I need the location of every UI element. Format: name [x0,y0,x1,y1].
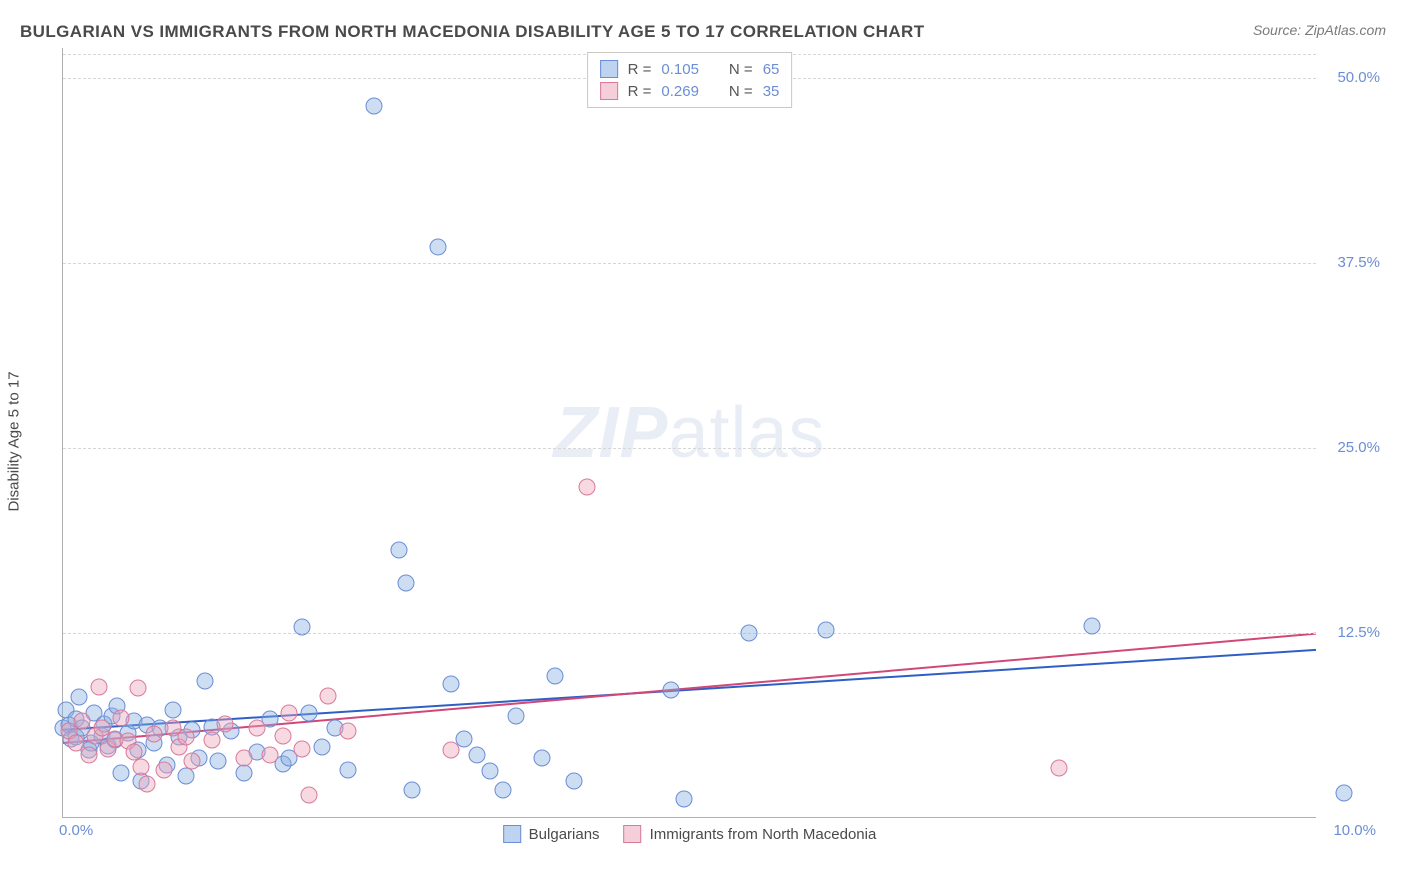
scatter-point [546,668,563,685]
legend-r-label: R = [628,83,652,100]
chart-header: BULGARIAN VS IMMIGRANTS FROM NORTH MACED… [20,22,1386,42]
y-axis-label: Disability Age 5 to 17 [6,371,23,511]
series-legend-item: Immigrants from North Macedonia [624,825,877,843]
x-tick-label: 10.0% [1333,822,1376,839]
scatter-point [494,782,511,799]
scatter-point [579,478,596,495]
scatter-point [91,678,108,695]
series-legend-label: Bulgarians [529,826,600,843]
legend-r-value-pink: 0.269 [661,83,699,100]
scatter-point [177,767,194,784]
legend-n-label: N = [729,83,753,100]
scatter-point [70,689,87,706]
scatter-point [262,746,279,763]
scatter-point [339,723,356,740]
scatter-point [155,761,172,778]
scatter-point [80,746,97,763]
scatter-point [177,729,194,746]
scatter-point [216,715,233,732]
scatter-point [210,752,227,769]
series-legend-label: Immigrants from North Macedonia [650,826,877,843]
scatter-point [469,746,486,763]
scatter-point [320,687,337,704]
scatter-point [456,730,473,747]
scatter-point [236,749,253,766]
scatter-point [313,739,330,756]
scatter-point [507,708,524,725]
series-legend-item: Bulgarians [503,825,600,843]
scatter-point [443,675,460,692]
scatter-point [294,619,311,636]
trend-line [63,650,1316,730]
scatter-point [740,625,757,642]
legend-swatch-blue [600,60,618,78]
scatter-point [130,680,147,697]
chart-title: BULGARIAN VS IMMIGRANTS FROM NORTH MACED… [20,22,924,42]
scatter-point [482,763,499,780]
scatter-point [365,98,382,115]
y-tick-label: 50.0% [1337,69,1380,86]
scatter-point [430,238,447,255]
series-legend: Bulgarians Immigrants from North Macedon… [503,825,877,843]
scatter-point [145,726,162,743]
gridline [63,448,1316,449]
watermark: ZIPatlas [553,392,825,474]
chart-area: Disability Age 5 to 17 R = 0.105 N = 65 … [20,48,1386,818]
y-tick-label: 25.0% [1337,439,1380,456]
scatter-point [281,705,298,722]
scatter-point [184,752,201,769]
scatter-point [391,542,408,559]
scatter-point [676,791,693,808]
legend-swatch-pink [600,82,618,100]
scatter-point [274,727,291,744]
x-tick-label: 0.0% [59,822,93,839]
scatter-point [566,773,583,790]
scatter-point [663,681,680,698]
scatter-point [113,764,130,781]
scatter-point [818,622,835,639]
scatter-point [404,782,421,799]
scatter-point [300,786,317,803]
gridline [63,263,1316,264]
legend-r-value-blue: 0.105 [661,61,699,78]
legend-n-label: N = [729,61,753,78]
scatter-point [1083,617,1100,634]
scatter-point [139,776,156,793]
legend-r-label: R = [628,61,652,78]
scatter-point [339,761,356,778]
correlation-legend-row: R = 0.269 N = 35 [600,80,780,102]
correlation-legend: R = 0.105 N = 65 R = 0.269 N = 35 [587,52,793,108]
scatter-point [132,758,149,775]
scatter-point [294,740,311,757]
legend-n-value-blue: 65 [763,61,780,78]
scatter-point [1051,760,1068,777]
scatter-point [203,732,220,749]
trend-lines [63,48,1316,817]
scatter-point [236,764,253,781]
scatter-point [113,709,130,726]
plot-area: R = 0.105 N = 65 R = 0.269 N = 35 ZIPatl… [62,48,1316,818]
scatter-point [249,720,266,737]
scatter-point [74,712,91,729]
scatter-point [397,575,414,592]
y-tick-label: 12.5% [1337,624,1380,641]
legend-n-value-pink: 35 [763,83,780,100]
scatter-point [1336,785,1353,802]
source-attribution: Source: ZipAtlas.com [1253,22,1386,38]
correlation-legend-row: R = 0.105 N = 65 [600,58,780,80]
scatter-point [533,749,550,766]
y-tick-label: 37.5% [1337,254,1380,271]
gridline [63,633,1316,634]
legend-swatch-blue [503,825,521,843]
scatter-point [164,702,181,719]
scatter-point [443,742,460,759]
legend-swatch-pink [624,825,642,843]
scatter-point [300,705,317,722]
scatter-point [197,672,214,689]
